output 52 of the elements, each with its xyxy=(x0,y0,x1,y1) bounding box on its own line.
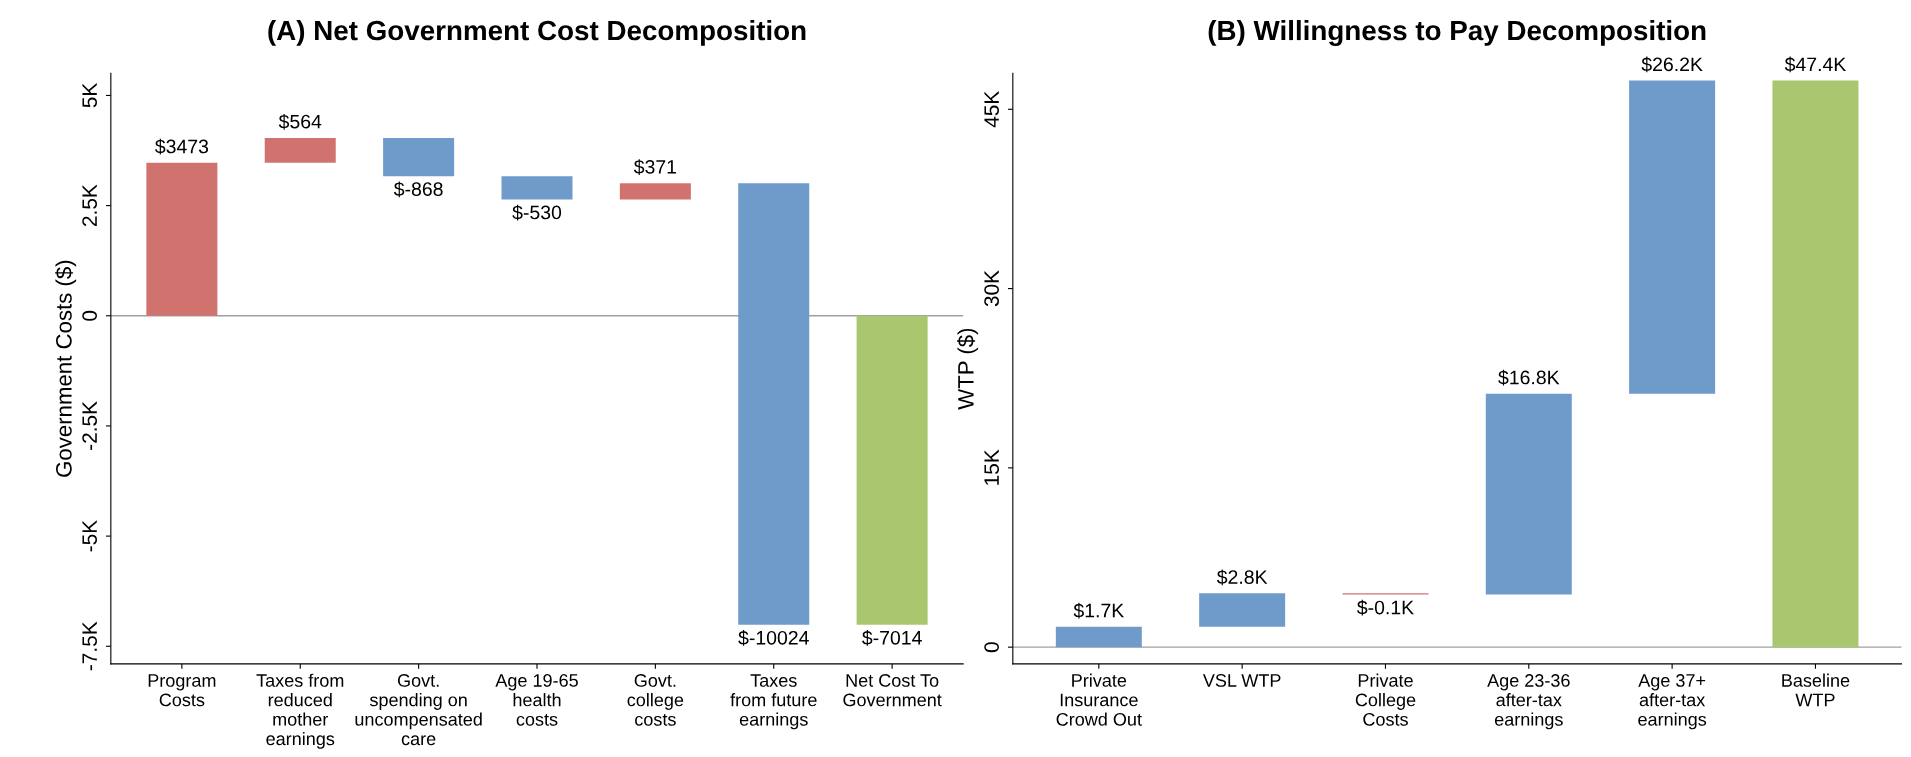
chart-title: (B) Willingness to Pay Decomposition xyxy=(1208,19,1706,46)
x-tick-label: Govt. spending on uncompensated care xyxy=(355,674,482,746)
y-tick-label: -5K xyxy=(82,520,97,552)
x-tick-label: Net Cost To Government xyxy=(843,674,942,707)
y-axis-title: WTP ($) xyxy=(957,328,979,410)
data-label: $564 xyxy=(278,113,322,130)
data-label: $-10024 xyxy=(738,630,809,646)
x-tick-label: Age 37+ after-tax earnings xyxy=(1638,674,1707,730)
bar xyxy=(383,137,455,177)
bar xyxy=(856,315,928,625)
bar xyxy=(1055,626,1142,648)
x-tick-label: Age 23-36 after-tax earnings xyxy=(1487,674,1570,730)
y-axis-title: Government Costs ($) xyxy=(55,260,77,477)
data-label: $3473 xyxy=(155,138,209,155)
data-label: $47.4K xyxy=(1784,56,1847,73)
x-tick-label: Taxes from reduced mother earnings xyxy=(256,673,344,749)
y-tick-label: 5K xyxy=(82,82,97,108)
x-tick-label: Govt. college costs xyxy=(627,674,684,726)
bar xyxy=(1485,393,1572,595)
data-label: $-868 xyxy=(393,181,443,198)
x-tick-label: Program Costs xyxy=(148,674,216,707)
bar xyxy=(146,162,218,316)
data-label: $2.8K xyxy=(1216,569,1268,586)
bar xyxy=(501,176,573,200)
chart-title: (A) Net Government Cost Decomposition xyxy=(268,19,806,46)
x-tick-label: Taxes from future earnings xyxy=(730,674,817,730)
data-label: $26.2K xyxy=(1641,56,1703,73)
y-tick-label: 0 xyxy=(984,642,999,653)
bar xyxy=(264,137,336,163)
y-tick-label: -7.5K xyxy=(82,621,97,671)
y-tick-label: -2.5K xyxy=(82,401,97,450)
bar xyxy=(738,183,810,625)
y-tick-label: 15K xyxy=(984,449,999,485)
data-label: $16.8K xyxy=(1498,369,1560,386)
bar xyxy=(1772,80,1859,648)
x-tick-label: Private Insurance Crowd Out xyxy=(1056,673,1142,726)
bar xyxy=(1629,80,1716,394)
y-tick-label: 0 xyxy=(82,310,97,321)
x-tick-label: Baseline WTP xyxy=(1782,673,1850,707)
x-tick-label: VSL WTP xyxy=(1202,674,1281,687)
y-tick-label: 2.5K xyxy=(82,184,97,226)
x-tick-label: Age 19-65 health costs xyxy=(495,674,578,726)
x-tick-label: Private College Costs xyxy=(1355,673,1416,726)
data-label: $371 xyxy=(633,159,677,175)
bar xyxy=(1199,593,1286,627)
data-label: $-7014 xyxy=(862,630,922,646)
y-tick-label: 30K xyxy=(984,270,999,307)
data-label: $1.7K xyxy=(1073,602,1125,619)
bar xyxy=(619,183,691,200)
y-tick-label: 45K xyxy=(984,90,999,128)
data-label: $-0.1K xyxy=(1357,599,1414,616)
data-label: $-530 xyxy=(512,204,562,221)
